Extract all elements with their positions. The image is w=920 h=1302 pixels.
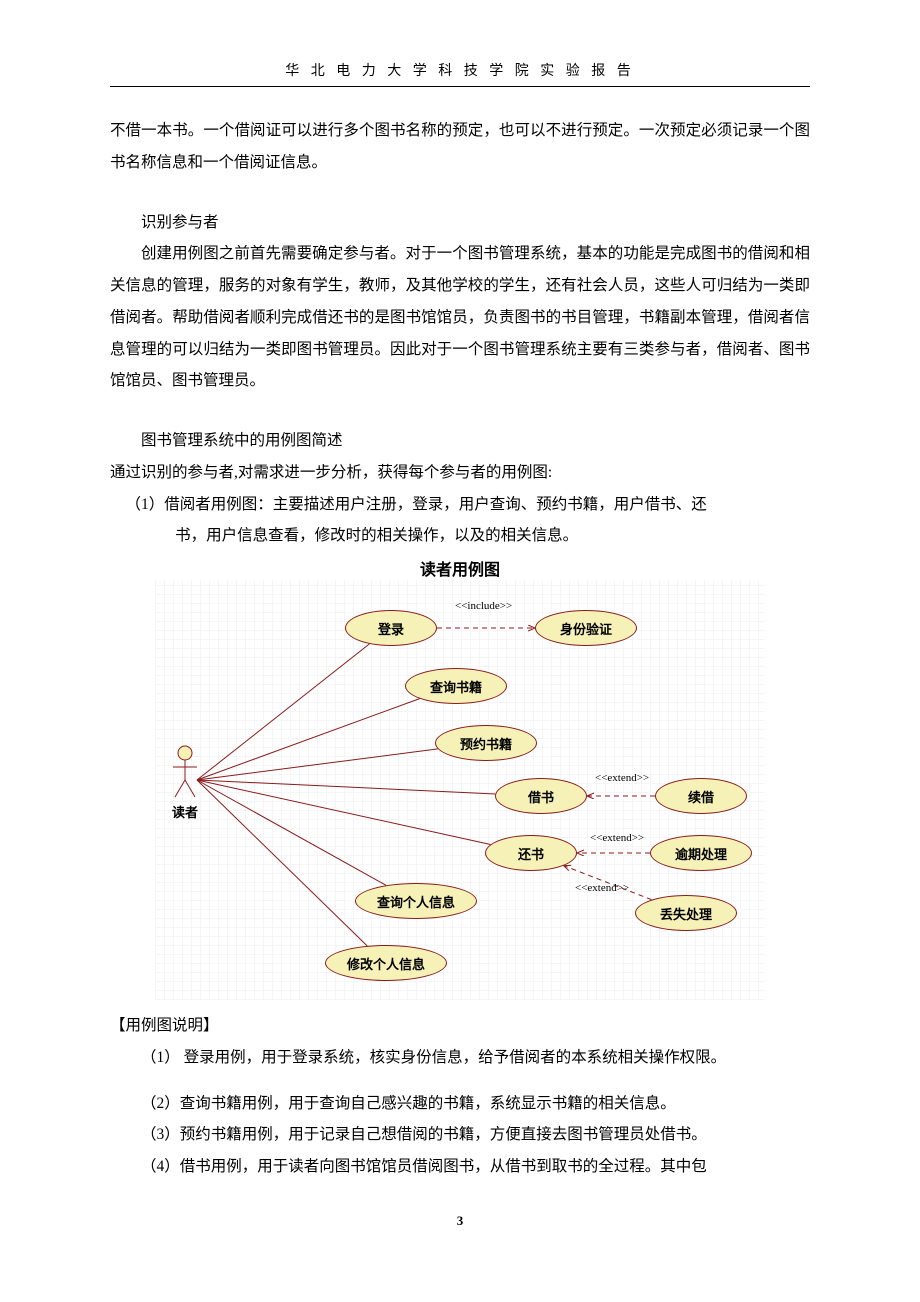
usecase-renew: 续借 <box>655 778 747 814</box>
usecase-diagram: 读者 登录 身份验证查询书籍预约书籍借书 续借还书 逾期处理查询个人信息 丢失处理修改个人… <box>155 580 765 1000</box>
desc-item-3: （3）预约书籍用例，用于记录自己想借阅的书籍，方便直接去图书管理员处借书。 <box>110 1119 810 1151</box>
edge-label: <<extend>> <box>575 882 629 894</box>
edge-label: <<include>> <box>455 600 512 612</box>
usecase-return: 还书 <box>485 835 577 871</box>
usecase-diagram-wrap: 读者用例图 读者 登录 身份验证查询书籍预约书籍借书 续借还书 逾期处理查询个人信息 丢失… <box>155 556 765 1000</box>
usecase-lost: 丢失处理 <box>635 895 737 931</box>
list-item-1: （1）借阅者用例图：主要描述用户注册，登录，用户查询、预约书籍，用户借书、还 <box>110 489 810 521</box>
edge-label: <<extend>> <box>590 832 644 844</box>
desc-item-1: （1） 登录用例，用于登录系统，核实身份信息，给予借阅者的本系统相关操作权限。 <box>110 1042 810 1074</box>
usecase-overdue: 逾期处理 <box>650 835 752 871</box>
usecase-ownq: 查询个人信息 <box>355 883 477 919</box>
page-header: 华 北 电 力 大 学 科 技 学 院 实 验 报 告 <box>110 60 810 87</box>
section-title-usecase: 图书管理系统中的用例图简述 <box>110 425 810 457</box>
usecase-desc-head: 【用例图说明】 <box>110 1010 810 1042</box>
page-number: 3 <box>110 1213 810 1229</box>
usecase-search: 查询书籍 <box>405 668 507 704</box>
actor-label: 读者 <box>170 802 200 821</box>
usecase-reserve: 预约书籍 <box>435 725 537 761</box>
edge-label: <<extend>> <box>595 772 649 784</box>
para-usecase-intro: 通过识别的参与者,对需求进一步分析，获得每个参与者的用例图: <box>110 457 810 489</box>
page-root: 华 北 电 力 大 学 科 技 学 院 实 验 报 告 不借一本书。一个借阅证可… <box>0 0 920 1269</box>
usecase-ident: 身份验证 <box>535 610 637 646</box>
usecase-borrow: 借书 <box>495 778 587 814</box>
actor-icon <box>170 745 200 800</box>
usecase-login: 登录 <box>345 610 437 646</box>
para-intro: 不借一本书。一个借阅证可以进行多个图书名称的预定，也可以不进行预定。一次预定必须… <box>110 115 810 179</box>
section-title-participants: 识别参与者 <box>110 207 810 239</box>
desc-item-4: （4）借书用例，用于读者向图书馆馆员借阅图书，从借书到取书的全过程。其中包 <box>110 1151 810 1183</box>
list-item-1-cont: 书，用户信息查看，修改时的相关操作，以及的相关信息。 <box>110 520 810 552</box>
para-participants: 创建用例图之前首先需要确定参与者。对于一个图书管理系统，基本的功能是完成图书的借… <box>110 238 810 397</box>
actor-reader: 读者 <box>170 745 200 821</box>
usecase-ownm: 修改个人信息 <box>325 945 447 981</box>
diagram-title: 读者用例图 <box>155 556 765 580</box>
desc-item-2: （2）查询书籍用例，用于查询自己感兴趣的书籍，系统显示书籍的相关信息。 <box>110 1088 810 1120</box>
